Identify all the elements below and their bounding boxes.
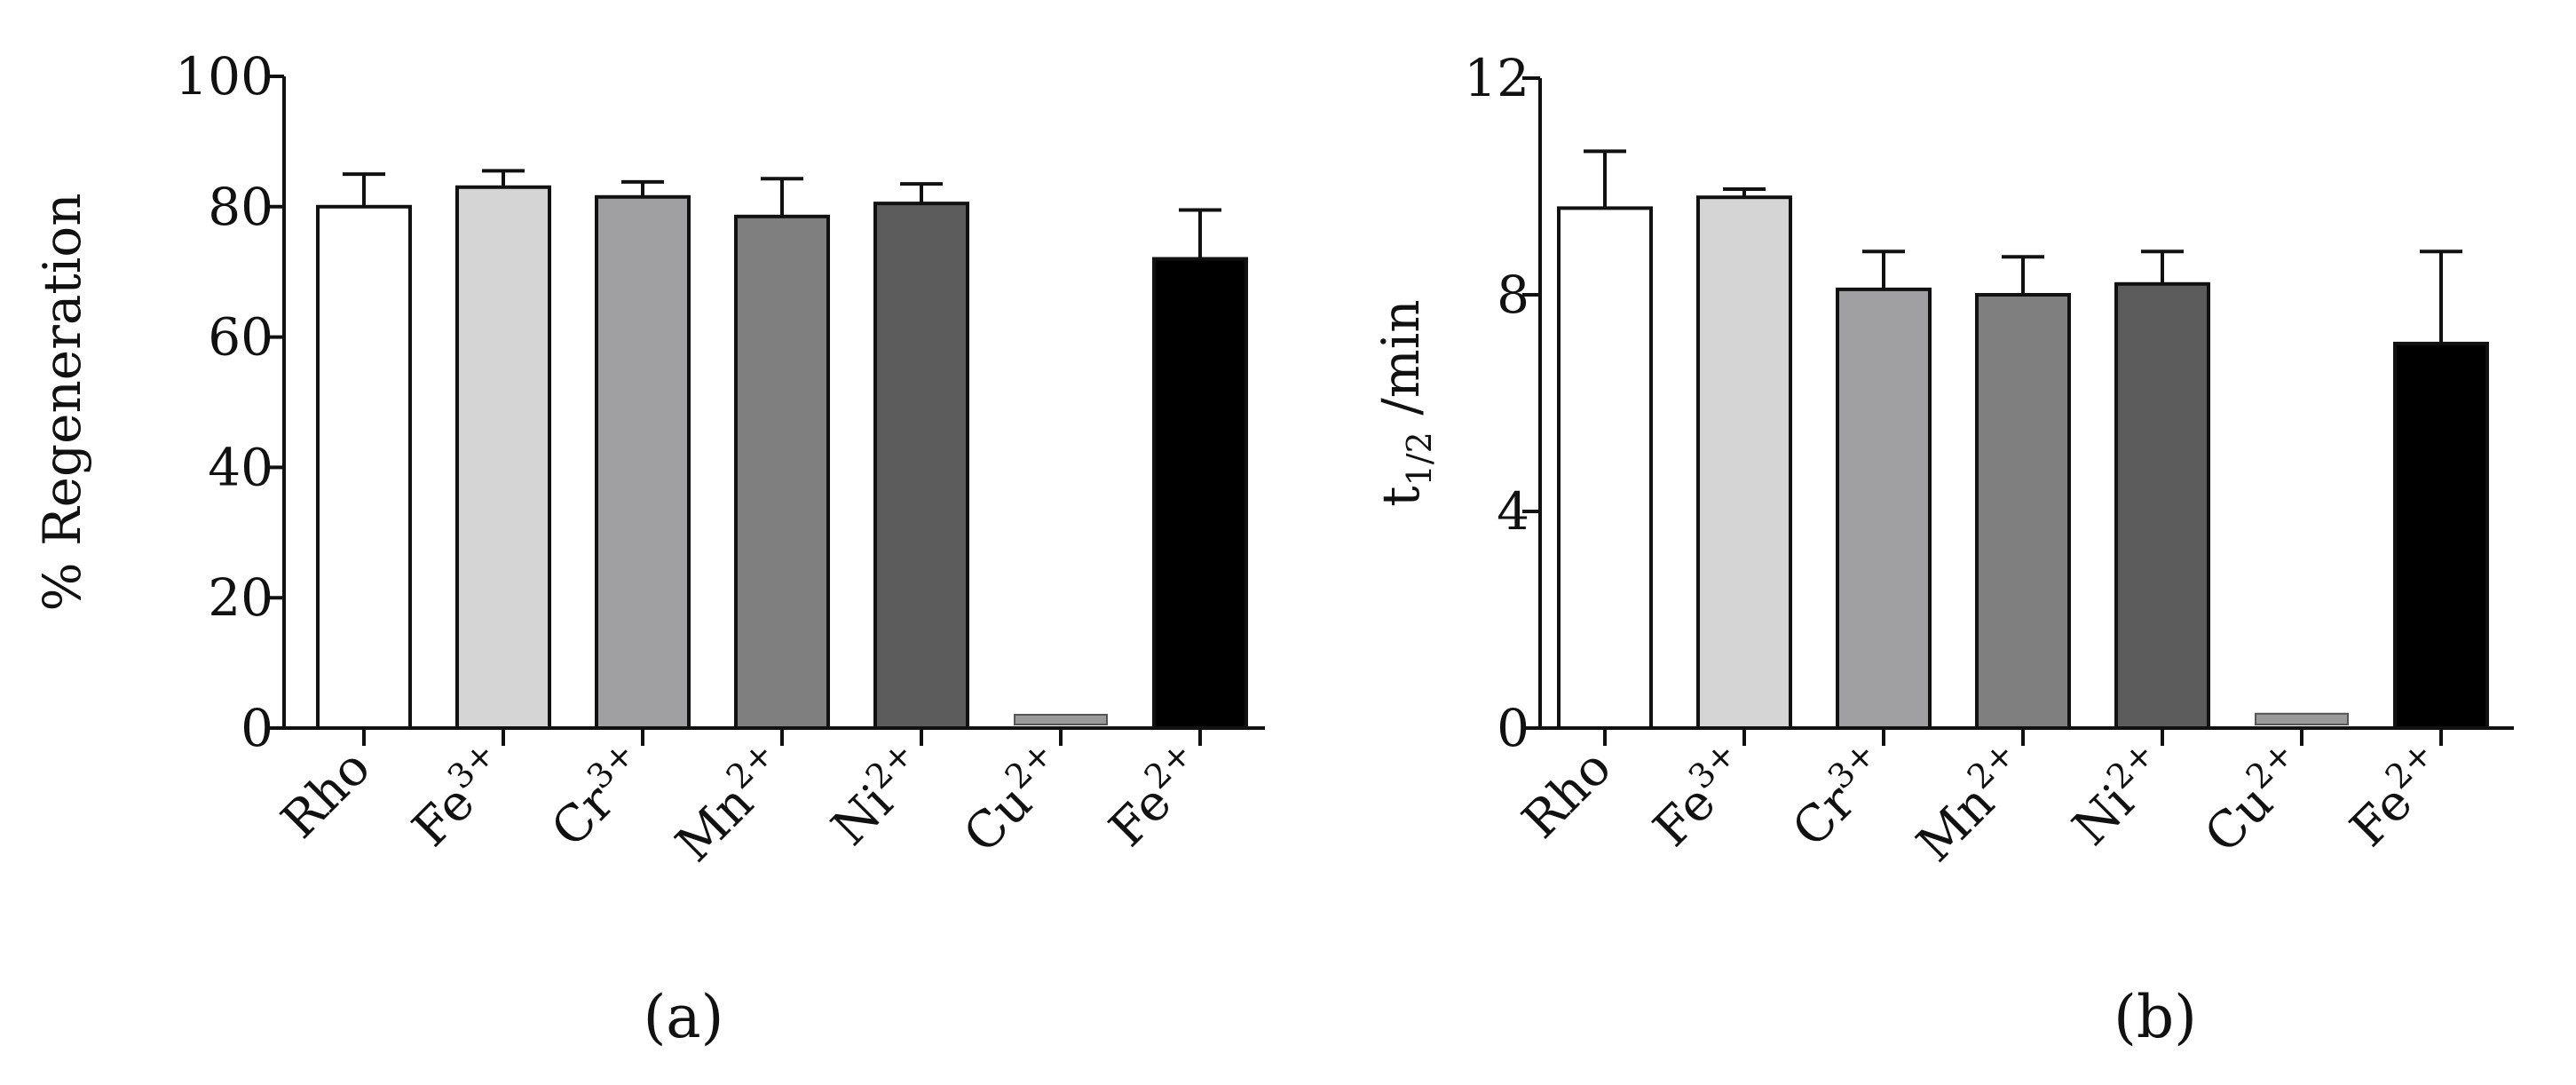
bar	[2255, 712, 2349, 725]
bar	[455, 185, 551, 730]
y-tick-label: 20	[208, 567, 273, 628]
x-tick-label: Mn2+	[660, 733, 800, 873]
bar	[1014, 713, 1108, 725]
chart-panel-a: 0 20 40 60 80 100 % Regeneration Rho Fe3+Cr3+Mn2…	[32, 46, 1265, 1051]
x-tick-label: Mn2+	[1901, 733, 2041, 873]
y-tick-label: 0	[241, 698, 273, 758]
y-axis-title: t1/2 /min	[1371, 299, 1439, 506]
bar	[1152, 257, 1248, 730]
y-tick-label: 0	[1497, 698, 1529, 758]
panel-label: (a)	[644, 983, 724, 1051]
x-tick-label: Ni2+	[2057, 733, 2180, 857]
y-axis-title: % Regeneration	[32, 193, 92, 611]
y-tick-label: 8	[1497, 265, 1529, 325]
bar	[595, 194, 691, 731]
bar	[734, 214, 830, 730]
x-tick-label: Ni2+	[816, 733, 939, 857]
x-tick-label: Cr3+	[535, 733, 660, 858]
bar	[316, 204, 412, 731]
panel-label: (b)	[2114, 983, 2197, 1051]
bar	[1975, 293, 2071, 730]
bar	[1557, 206, 1653, 730]
x-tick-label: Cu2+	[2189, 733, 2319, 864]
bar	[1696, 195, 1792, 730]
y-tick-label: 12	[1464, 48, 1529, 108]
y-axis-title-subscript: 1/2	[1400, 432, 1439, 486]
x-tick-label: Fe3+	[397, 733, 521, 858]
x-tick-label: Fe3+	[1638, 733, 1762, 858]
y-tick-label: 60	[208, 307, 273, 368]
bar	[2114, 281, 2210, 730]
x-tick-label: Cr3+	[1776, 733, 1900, 858]
x-tick-label: Rho	[271, 739, 382, 850]
y-axis-title-base: t	[1371, 486, 1431, 506]
y-tick-label: 80	[208, 177, 273, 237]
x-tick-label: Fe2+	[2335, 733, 2459, 858]
x-tick-label: Fe2+	[1094, 733, 1218, 858]
y-tick-label: 40	[208, 437, 273, 497]
bar	[2393, 341, 2489, 730]
x-tick-label-base: Rho	[271, 739, 382, 850]
bar	[1836, 287, 1932, 730]
bar	[873, 202, 969, 730]
y-tick-label: 100	[175, 46, 273, 107]
x-tick-label: Cu2+	[948, 733, 1079, 864]
y-axis-title-unit: /min	[1371, 299, 1431, 432]
y-tick-label: 4	[1497, 481, 1529, 542]
